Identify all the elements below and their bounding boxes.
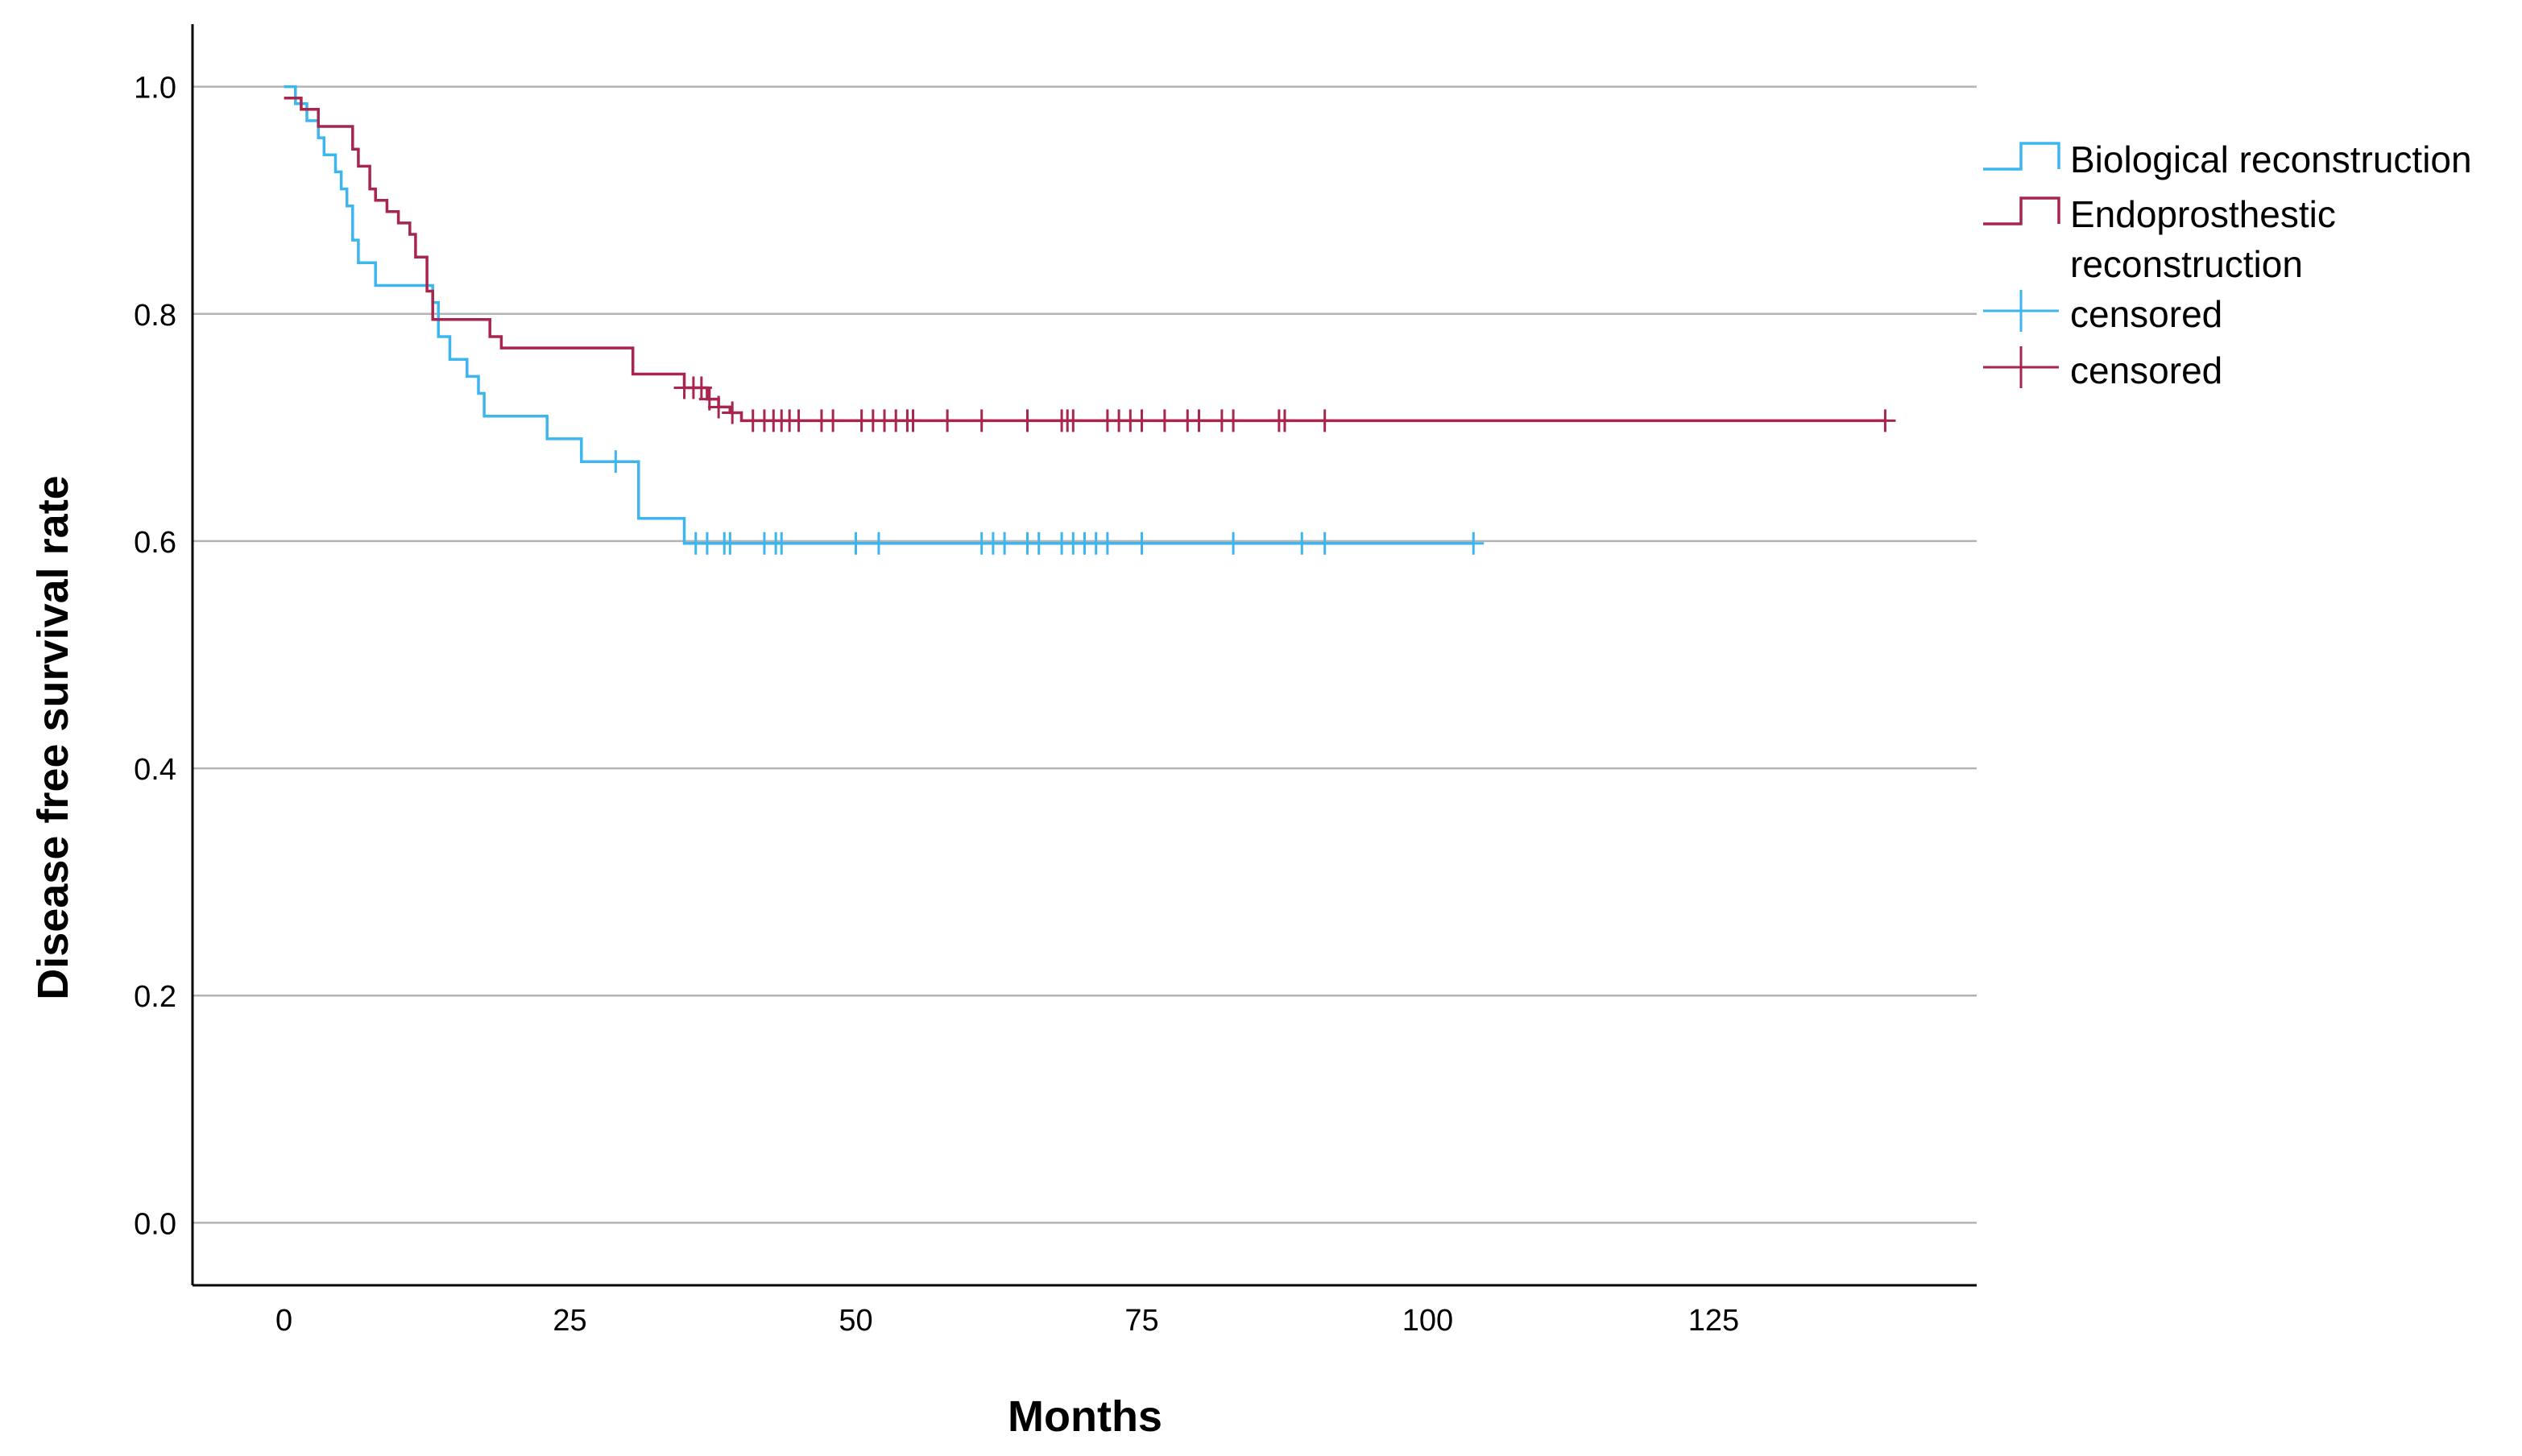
series-line-1 xyxy=(284,96,1886,423)
gridlines xyxy=(193,85,1977,1224)
series-line-0 xyxy=(284,85,1474,545)
legend-label-2-0: censored xyxy=(2070,293,2222,335)
censor-mark-1-36 xyxy=(1273,409,1295,432)
y-tick-label-5: 1.0 xyxy=(134,72,176,105)
legend-item-1: Endoprosthestic reconstruction xyxy=(1983,193,2336,285)
legend-item-3: censored xyxy=(1983,346,2222,391)
legend-label-1-1: reconstruction xyxy=(2070,243,2303,285)
censor-mark-0-23 xyxy=(1314,532,1336,555)
censor-mark-0-22 xyxy=(1291,532,1313,555)
censor-mark-1-38 xyxy=(1874,409,1896,432)
x-tick-label-0: 0 xyxy=(275,1304,292,1338)
censor-mark-1-13 xyxy=(822,409,844,432)
y-tick-label-0: 0.0 xyxy=(134,1207,176,1241)
x-tick-label-2: 50 xyxy=(839,1304,872,1338)
censor-mark-1-30 xyxy=(1153,409,1175,432)
censor-mark-0-8 xyxy=(845,532,867,555)
y-tick-label-2: 0.4 xyxy=(134,753,176,787)
series-layer xyxy=(284,85,1896,555)
censor-mark-0-9 xyxy=(868,532,889,555)
x-axis-title: Months xyxy=(1008,1392,1162,1441)
censor-mark-1-21 xyxy=(971,409,992,432)
legend-label-3-0: censored xyxy=(2070,350,2222,391)
censor-mark-0-20 xyxy=(1131,532,1153,555)
censor-mark-1-20 xyxy=(937,409,959,432)
x-tick-label-5: 125 xyxy=(1688,1304,1739,1338)
legend-swatch-0 xyxy=(1983,142,2060,171)
censor-mark-0-4 xyxy=(719,532,741,555)
y-axis-title: Disease free survival rate xyxy=(29,475,77,999)
series-0 xyxy=(284,85,1485,555)
censor-mark-1-5 xyxy=(722,401,743,424)
legend-swatch-3 xyxy=(1983,346,2059,388)
series-1 xyxy=(284,96,1896,432)
legend-label-0-0: Biological reconstruction xyxy=(2070,139,2472,180)
censor-mark-0-0 xyxy=(605,450,627,474)
legend-swatch-1 xyxy=(1983,196,2060,225)
censor-mark-1-11 xyxy=(788,409,810,432)
legend-item-0: Biological reconstruction xyxy=(1983,139,2472,180)
x-tick-label-3: 75 xyxy=(1124,1304,1158,1338)
censor-mark-0-7 xyxy=(771,532,793,555)
censor-mark-1-37 xyxy=(1314,409,1336,432)
y-tick-label-3: 0.6 xyxy=(134,526,176,560)
censor-mark-0-19 xyxy=(1096,532,1118,555)
censor-mark-1-29 xyxy=(1131,409,1153,432)
censor-mark-1-32 xyxy=(1188,409,1210,432)
censor-mark-0-14 xyxy=(1028,532,1050,555)
legend-item-2: censored xyxy=(1983,290,2222,335)
x-tick-label-1: 25 xyxy=(553,1304,586,1338)
legend-label-1-0: Endoprosthestic xyxy=(2070,193,2336,235)
censor-mark-1-25 xyxy=(1062,409,1084,432)
censor-mark-1-4 xyxy=(708,395,730,419)
censor-mark-1-2 xyxy=(690,376,712,399)
y-tick-label-1: 0.2 xyxy=(134,980,176,1014)
axes xyxy=(191,24,1977,1287)
y-tick-label-4: 0.8 xyxy=(134,299,176,333)
tick-labels: 0.0 0.2 0.4 0.6 0.8 1.0 0 25 50 75 100 125 xyxy=(134,72,1739,1338)
censor-mark-0-21 xyxy=(1223,532,1244,555)
censor-mark-0-12 xyxy=(994,532,1016,555)
censor-mark-1-34 xyxy=(1223,409,1244,432)
censor-mark-1-22 xyxy=(1017,409,1038,432)
censor-mark-1-19 xyxy=(902,409,924,432)
censor-mark-0-24 xyxy=(1463,532,1485,555)
legend-swatch-2 xyxy=(1983,290,2059,332)
legend: Biological reconstruction Endoprosthestic… xyxy=(1983,139,2472,391)
x-tick-label-4: 100 xyxy=(1402,1304,1453,1338)
